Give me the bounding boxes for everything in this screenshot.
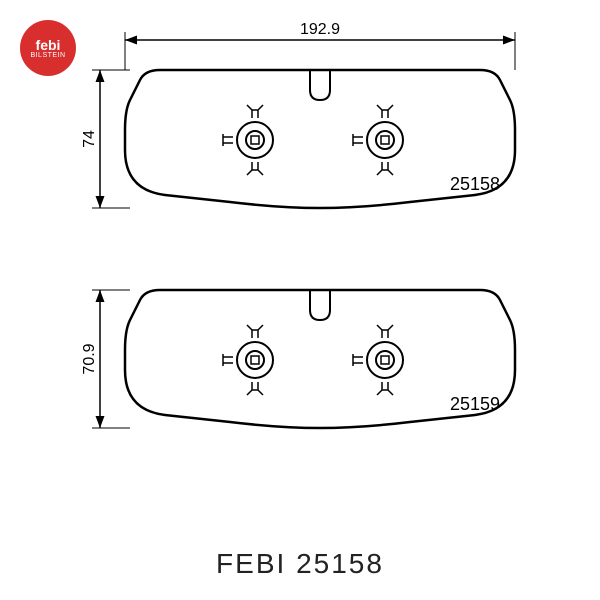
logo-brand: febi: [36, 38, 61, 52]
bottom-height-dimension: 70.9: [81, 290, 130, 428]
width-dimension: 192.9: [125, 21, 515, 70]
top-height-dimension: 74: [81, 70, 130, 208]
footer-brand: FEBI: [216, 548, 286, 579]
brand-logo: febi BILSTEIN: [20, 20, 76, 76]
top-part-number: 25158: [450, 174, 500, 194]
bottom-height-value: 70.9: [81, 343, 98, 374]
logo-sub: BILSTEIN: [30, 52, 65, 59]
technical-diagram: 192.9 25158 74 25159: [80, 10, 580, 510]
bottom-brake-pad: 25159: [125, 290, 515, 428]
width-value: 192.9: [300, 21, 340, 38]
top-brake-pad: 25158: [125, 70, 515, 208]
logo-circle: febi BILSTEIN: [20, 20, 76, 76]
top-height-value: 74: [81, 130, 98, 148]
footer-label: FEBI 25158: [0, 548, 600, 580]
footer-part: 25158: [296, 548, 384, 579]
diagram-svg: 192.9 25158 74 25159: [80, 10, 580, 510]
bottom-part-number: 25159: [450, 394, 500, 414]
